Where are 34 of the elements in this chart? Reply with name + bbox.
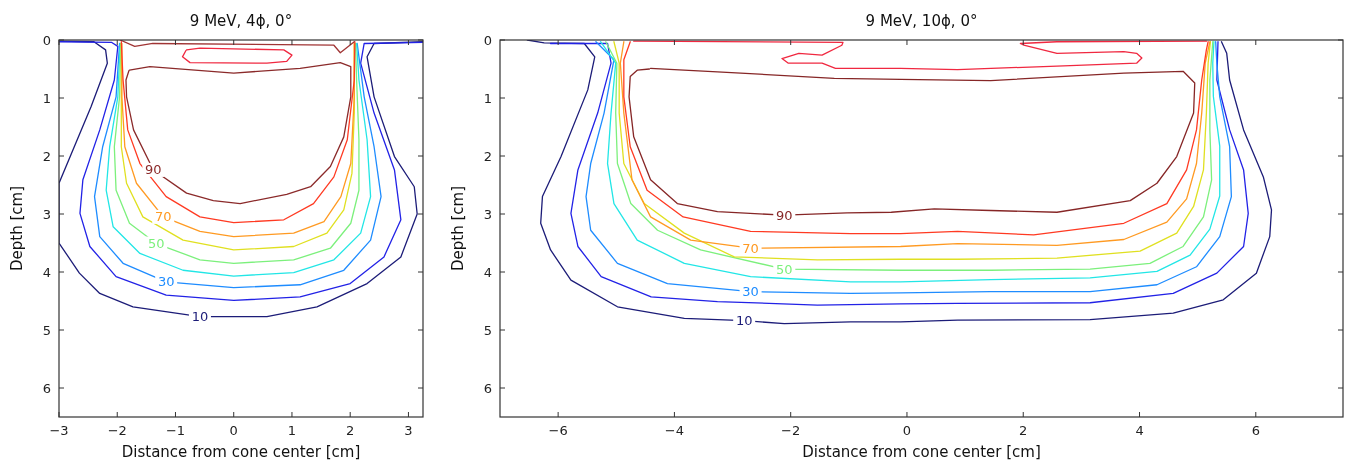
x-tick-label: 3: [404, 423, 413, 438]
y-tick-label: 4: [483, 264, 492, 280]
y-tick-label: 6: [483, 380, 492, 396]
y-tick-label: 6: [42, 380, 51, 396]
x-axis-title: Distance from cone center [cm]: [121, 443, 361, 461]
y-tick-label: 2: [42, 148, 51, 164]
y-axis-title: Depth [cm]: [449, 185, 467, 272]
y-tick-label: 0: [483, 32, 492, 48]
x-tick-label: −1: [165, 423, 186, 438]
y-tick-label: 3: [483, 206, 492, 222]
chart-title: 9 MeV, 10ϕ, 0°: [865, 12, 978, 30]
x-tick-label: 6: [1251, 423, 1260, 438]
y-tick-label: 4: [42, 264, 51, 280]
y-axis-title: Depth [cm]: [8, 185, 26, 272]
x-tick-label: 2: [1019, 423, 1028, 438]
x-tick-label: −6: [548, 423, 568, 438]
x-tick-label: 0: [229, 423, 238, 438]
x-tick-label: −2: [781, 423, 801, 438]
chart-title: 9 MeV, 4ϕ, 0°: [189, 12, 293, 30]
y-tick-label: 3: [42, 206, 51, 222]
y-tick-label: 1: [483, 90, 492, 106]
x-tick-label: 2: [346, 423, 355, 438]
x-axis-title: Distance from cone center [cm]: [802, 443, 1041, 461]
x-tick-label: −4: [664, 423, 684, 438]
y-tick-label: 5: [42, 322, 51, 338]
x-tick-label: −3: [49, 423, 69, 438]
x-tick-label: −2: [107, 423, 127, 438]
y-tick-label: 0: [42, 32, 51, 48]
y-tick-label: 2: [483, 148, 492, 164]
y-tick-label: 1: [42, 90, 51, 106]
y-tick-label: 5: [483, 322, 492, 338]
x-tick-label: 0: [902, 423, 912, 438]
x-tick-label: 4: [1135, 423, 1144, 438]
x-tick-label: 1: [287, 423, 297, 438]
